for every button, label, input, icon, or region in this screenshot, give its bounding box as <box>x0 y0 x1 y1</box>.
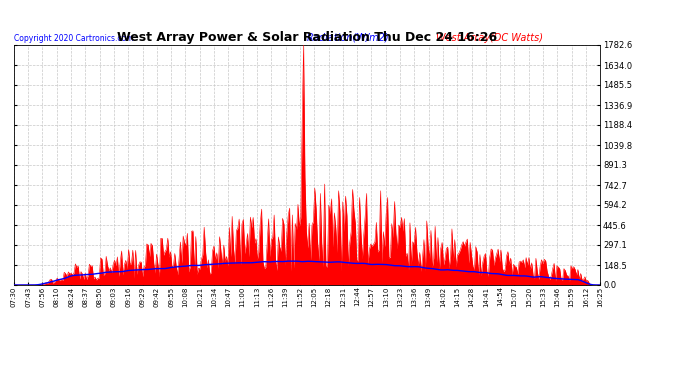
Text: West Array(DC Watts): West Array(DC Watts) <box>436 33 543 43</box>
Title: West Array Power & Solar Radiation Thu Dec 24 16:26: West Array Power & Solar Radiation Thu D… <box>117 31 497 44</box>
Text: Radiation(W/m2): Radiation(W/m2) <box>307 33 390 43</box>
Text: Copyright 2020 Cartronics.com: Copyright 2020 Cartronics.com <box>14 34 133 43</box>
